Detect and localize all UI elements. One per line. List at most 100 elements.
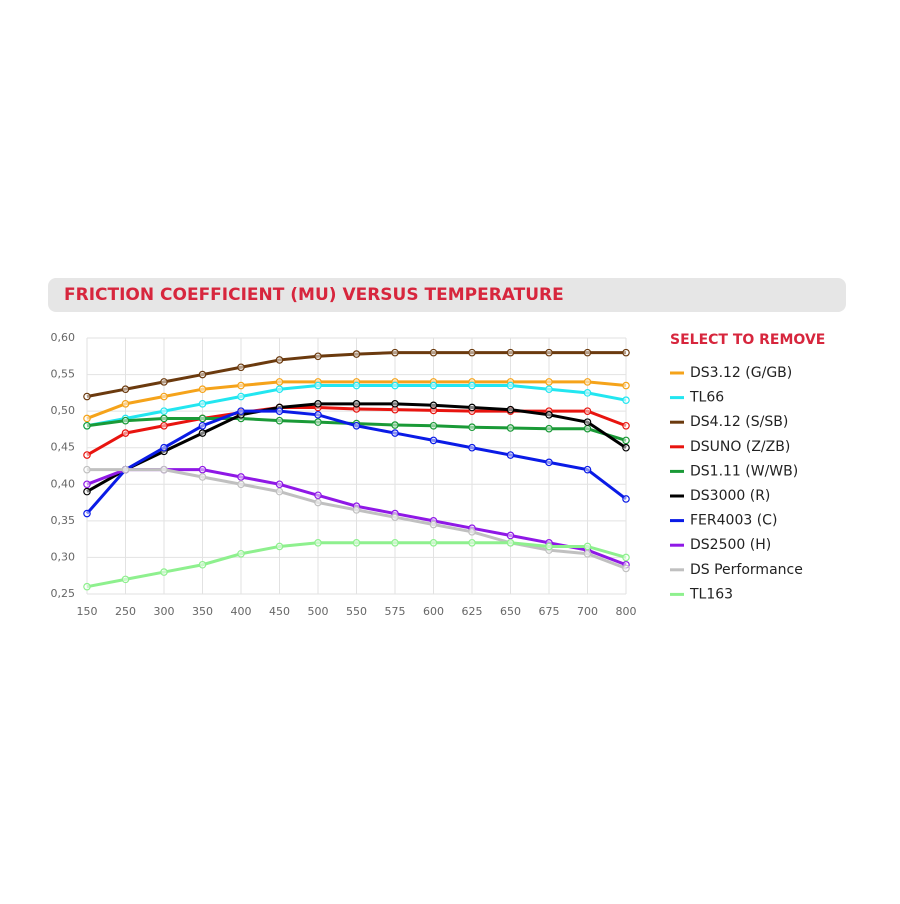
data-point	[622, 564, 630, 573]
data-point	[429, 348, 438, 357]
data-point	[545, 542, 553, 551]
data-point	[429, 520, 438, 529]
data-point	[352, 421, 361, 430]
data-point	[468, 538, 476, 547]
x-tick-label: 800	[616, 605, 637, 618]
legend-label: DS2500 (H)	[690, 537, 771, 553]
legend-label: DS Performance	[690, 562, 803, 578]
data-point	[275, 487, 284, 496]
data-point	[198, 370, 207, 379]
legend-item[interactable]: DSUNO (Z/ZB)	[670, 439, 790, 455]
data-point	[545, 410, 553, 419]
y-tick-label: 0,30	[51, 550, 76, 563]
x-tick-label: 300	[154, 605, 175, 618]
legend-item[interactable]: DS4.12 (S/SB)	[670, 414, 788, 430]
x-tick-label: 700	[577, 605, 598, 618]
data-point	[622, 436, 630, 445]
data-point	[468, 381, 476, 390]
data-point	[468, 528, 476, 536]
legend-label: DS3.12 (G/GB)	[690, 365, 792, 381]
data-point	[583, 542, 592, 551]
data-point	[622, 443, 630, 452]
data-point	[160, 568, 168, 576]
title-bar	[48, 278, 846, 312]
data-point	[275, 416, 284, 425]
y-tick-label: 0,45	[51, 441, 76, 454]
data-point	[352, 381, 361, 390]
data-point	[391, 513, 399, 522]
data-point	[275, 407, 284, 415]
data-point	[506, 531, 515, 540]
data-point	[352, 400, 361, 408]
data-point	[391, 400, 399, 408]
data-point	[160, 465, 168, 474]
y-tick-label: 0,50	[51, 404, 76, 417]
data-point	[622, 396, 630, 404]
data-point	[352, 506, 361, 514]
data-point	[237, 392, 245, 401]
data-point	[198, 385, 207, 394]
data-point	[83, 480, 91, 489]
y-tick-label: 0,60	[51, 331, 76, 344]
y-tick-label: 0,55	[51, 368, 76, 381]
data-point	[314, 491, 322, 500]
data-point	[314, 418, 322, 426]
legend-label: DS4.12 (S/SB)	[690, 414, 788, 430]
data-point	[237, 381, 245, 390]
x-tick-label: 650	[500, 605, 521, 618]
data-point	[198, 414, 207, 423]
legend-title: SELECT TO REMOVE	[670, 332, 825, 348]
data-point	[468, 443, 476, 452]
legend-item[interactable]: DS Performance	[670, 562, 803, 578]
data-point	[545, 348, 553, 357]
data-point	[506, 405, 515, 414]
legend-label: TL163	[689, 586, 733, 602]
data-point	[198, 465, 207, 474]
data-point	[391, 381, 399, 390]
data-point	[583, 378, 592, 386]
legend-item[interactable]: TL163	[670, 586, 733, 602]
legend-item[interactable]: DS3.12 (G/GB)	[670, 365, 792, 381]
x-tick-label: 150	[77, 605, 98, 618]
data-point	[314, 498, 322, 507]
legend-label: DSUNO (Z/ZB)	[690, 439, 790, 455]
legend-item[interactable]: DS1.11 (W/WB)	[670, 463, 798, 479]
legend-item[interactable]: DS2500 (H)	[670, 537, 771, 553]
x-tick-label: 400	[231, 605, 252, 618]
data-point	[160, 421, 168, 430]
series	[83, 348, 630, 401]
data-point	[237, 480, 245, 489]
data-point	[198, 400, 207, 408]
data-point	[121, 416, 130, 425]
legend-item[interactable]: FER4003 (C)	[670, 513, 777, 529]
data-point	[506, 538, 515, 547]
data-point	[506, 451, 515, 459]
data-point	[468, 348, 476, 357]
data-point	[429, 538, 438, 547]
data-point	[468, 403, 476, 412]
y-tick-label: 0,35	[51, 514, 76, 527]
data-point	[622, 421, 630, 430]
x-tick-label: 450	[269, 605, 290, 618]
data-point	[160, 378, 168, 386]
data-point	[429, 436, 438, 445]
data-point	[275, 542, 284, 551]
x-tick-label: 500	[308, 605, 329, 618]
x-tick-label: 675	[539, 605, 560, 618]
data-point	[275, 480, 284, 489]
data-point	[160, 414, 168, 423]
data-point	[314, 352, 322, 361]
data-point	[275, 378, 284, 386]
data-point	[391, 429, 399, 437]
data-point	[198, 421, 207, 430]
legend-item[interactable]: DS3000 (R)	[670, 488, 770, 504]
data-point	[468, 423, 476, 432]
data-point	[391, 538, 399, 547]
data-point	[622, 553, 630, 562]
series	[83, 538, 630, 591]
data-point	[160, 443, 168, 452]
legend-item[interactable]: TL66	[670, 390, 724, 406]
data-point	[83, 392, 91, 401]
